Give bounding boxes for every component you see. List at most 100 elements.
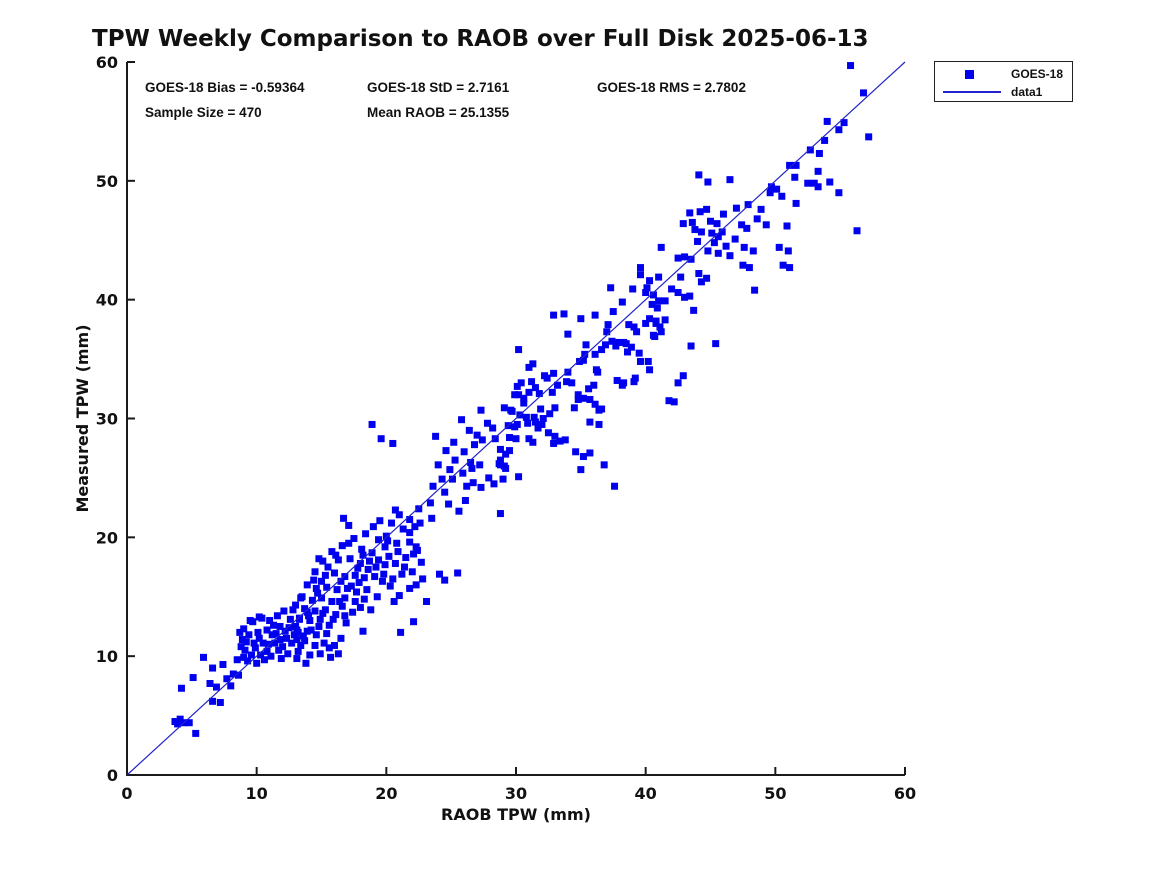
scatter-point <box>561 436 569 444</box>
scatter-point <box>478 436 486 444</box>
scatter-point <box>292 601 300 609</box>
scatter-point <box>691 226 699 234</box>
scatter-point <box>477 483 485 491</box>
scatter-point <box>321 606 329 614</box>
scatter-point <box>212 683 220 691</box>
scatter-point <box>528 378 536 386</box>
scatter-point <box>395 592 403 600</box>
scatter-point <box>395 511 403 519</box>
scatter-point <box>333 586 341 594</box>
scatter-point <box>451 456 459 464</box>
scatter-point <box>389 439 397 447</box>
scatter-point <box>579 356 587 364</box>
scatter-point <box>372 563 380 571</box>
scatter-point <box>502 450 510 458</box>
scatter-point <box>529 438 537 446</box>
scatter-point <box>263 647 271 655</box>
scatter-point <box>295 614 303 622</box>
scatter-point <box>307 626 315 634</box>
legend-box[interactable]: GOES-18 data1 <box>934 61 1073 102</box>
scatter-point <box>294 647 302 655</box>
scatter-point <box>534 424 542 432</box>
scatter-point <box>257 651 265 659</box>
scatter-point <box>608 337 616 345</box>
scatter-point <box>696 208 704 216</box>
scatter-point <box>390 598 398 606</box>
scatter-point <box>219 660 227 668</box>
scatter-point <box>687 255 695 263</box>
scatter-point <box>485 474 493 482</box>
scatter-point <box>318 594 325 602</box>
scatter-point <box>613 376 621 384</box>
scatter-point <box>590 381 598 389</box>
scatter-point <box>271 639 279 647</box>
scatter-point <box>353 588 361 596</box>
scatter-point <box>419 575 427 583</box>
scatter-point <box>550 439 558 447</box>
scatter-point <box>381 543 389 551</box>
scatter-point <box>380 570 388 578</box>
scatter-point <box>625 321 633 329</box>
x-tick-label: 50 <box>764 784 786 803</box>
scatter-point <box>568 379 576 387</box>
scatter-point <box>577 466 585 474</box>
scatter-point <box>375 536 383 544</box>
scatter-point <box>620 379 628 387</box>
scatter-point <box>284 650 292 658</box>
scatter-point <box>416 519 424 527</box>
scatter-point <box>778 192 786 200</box>
x-tick-label: 10 <box>246 784 268 803</box>
scatter-point <box>757 205 765 213</box>
scatter-point <box>531 418 539 426</box>
scatter-point <box>646 366 654 374</box>
scatter-point <box>241 646 249 654</box>
scatter-point <box>312 631 320 639</box>
scatter-point <box>277 655 285 663</box>
legend-entry-data1[interactable]: data1 <box>935 83 1072 101</box>
scatter-point <box>254 628 262 636</box>
scatter-point <box>586 418 594 426</box>
scatter-point <box>410 550 418 558</box>
x-tick-label: 40 <box>635 784 657 803</box>
scatter-point <box>445 500 453 508</box>
scatter-point <box>551 404 559 412</box>
scatter-point <box>434 461 442 469</box>
fit-line-data1 <box>126 61 906 776</box>
scatter-point <box>399 525 407 533</box>
scatter-point <box>630 378 638 386</box>
scatter-point <box>319 557 327 565</box>
scatter-point <box>267 652 275 660</box>
scatter-point <box>363 586 371 594</box>
scatter-point <box>281 627 289 635</box>
scatter-point <box>368 420 376 428</box>
scatter-point <box>325 644 333 652</box>
scatter-point <box>289 606 297 614</box>
y-tick-label: 30 <box>96 410 118 429</box>
y-tick-label: 60 <box>96 53 118 72</box>
scatter-point <box>341 612 349 620</box>
scatter-point <box>315 555 323 563</box>
scatter-point <box>303 608 311 616</box>
scatter-point <box>609 308 617 316</box>
scatter-point <box>346 555 354 563</box>
scatter-point <box>465 426 473 434</box>
scatter-point <box>255 634 263 642</box>
scatter-point <box>690 306 698 314</box>
scatter-point <box>655 297 663 305</box>
scatter-point <box>686 292 694 300</box>
scatter-point <box>786 264 794 272</box>
scatter-point <box>338 542 346 550</box>
scatter-point <box>751 286 759 294</box>
scatter-point <box>244 657 252 665</box>
scatter-point <box>630 323 638 331</box>
stat-rms: GOES-18 RMS = 2.7802 <box>597 80 746 95</box>
scatter-point <box>209 697 217 705</box>
scatter-point <box>406 538 414 546</box>
scatter-point <box>784 247 792 255</box>
scatter-point <box>642 289 650 297</box>
legend-entry-goes18[interactable]: GOES-18 <box>935 65 1072 83</box>
scatter-point <box>308 596 316 604</box>
scatter-point <box>299 632 307 640</box>
scatter-point <box>687 342 695 350</box>
scatter-point <box>582 341 590 349</box>
